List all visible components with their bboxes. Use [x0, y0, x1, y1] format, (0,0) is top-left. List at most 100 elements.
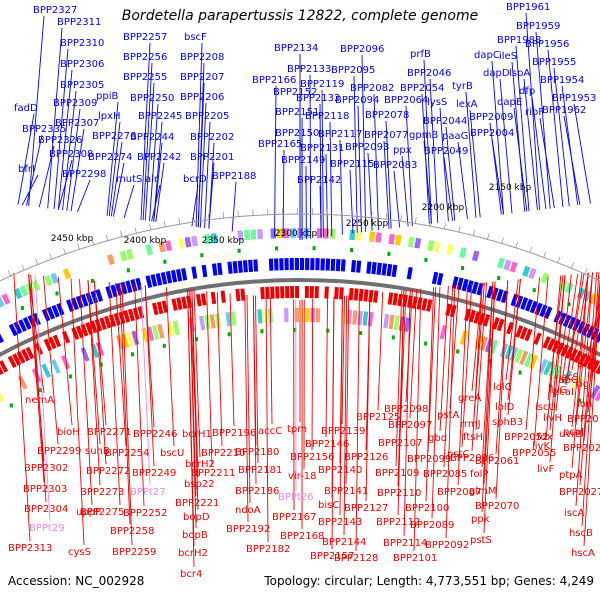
reverse-gene-arrow — [99, 317, 107, 330]
rna-tick — [275, 246, 279, 251]
cog-band-forward — [497, 257, 506, 269]
rna-tick — [195, 337, 199, 342]
cog-band-forward — [355, 230, 362, 241]
gene-label-bpp2097: BPP2097 — [388, 420, 432, 431]
gene-label-ftsh: ftsH — [463, 432, 483, 443]
rna-tick — [548, 383, 552, 388]
cog-band-reverse — [357, 310, 363, 326]
reverse-gene-arrow — [515, 325, 524, 338]
reverse-gene-leader — [252, 295, 257, 485]
gene-label-bpp2132: BPP2132 — [296, 93, 340, 104]
forward-gene-leader — [282, 149, 285, 238]
forward-gene-leader — [373, 93, 379, 231]
forward-gene-arrow — [406, 266, 413, 280]
gene-label-bpp2095: BPP2095 — [331, 65, 375, 76]
cog-band-forward — [522, 265, 531, 277]
cog-band-forward — [427, 240, 435, 251]
forward-gene-arrow — [386, 263, 393, 277]
accession-label: Accession: NC_002928 — [8, 574, 145, 588]
gene-label-tpm: tpm — [287, 424, 307, 435]
forward-gene-leader — [401, 155, 409, 227]
forward-gene-leader — [361, 54, 367, 232]
ruler-tick — [487, 233, 490, 240]
forward-gene-leader — [457, 141, 468, 219]
reverse-gene-leader — [583, 277, 600, 442]
gene-label-bpp2054: BPP2054 — [400, 83, 444, 94]
reverse-gene-leader — [471, 282, 483, 392]
gene-label-bpp2308: BPP2308 — [49, 149, 93, 160]
reverse-gene-arrow — [542, 336, 551, 349]
reverse-gene-leader — [461, 283, 473, 448]
gene-label-uvrb: uvrB — [559, 429, 582, 440]
forward-gene-arrow — [211, 263, 218, 276]
forward-gene-leader — [21, 174, 39, 206]
rna-tick — [424, 341, 428, 346]
gene-label-bpp1954: BPP1954 — [540, 75, 584, 86]
forward-gene-leader — [561, 85, 579, 206]
feature-rings — [0, 228, 600, 408]
cog-band-reverse — [315, 308, 321, 323]
forward-gene-arrow — [515, 295, 524, 309]
forward-gene-arrow — [18, 319, 27, 332]
reverse-gene-leader — [28, 274, 45, 483]
gene-label-bpp2139: BPP2139 — [321, 426, 365, 437]
forward-gene-leader — [469, 109, 481, 218]
forward-gene-arrow — [80, 294, 89, 307]
forward-gene-arrow — [471, 281, 479, 295]
gene-label-dfp: dfp — [519, 86, 535, 97]
gene-label-bpp2089: BPP2089 — [410, 520, 454, 531]
ruler-tick — [557, 256, 561, 263]
reverse-gene-leader — [425, 287, 435, 502]
rna-tick — [456, 349, 460, 354]
gene-label-livk: livK — [532, 441, 550, 452]
cog-band-reverse — [60, 354, 71, 370]
gene-label-bpp2246: BPP2246 — [133, 429, 177, 440]
cog-band-reverse — [262, 308, 268, 324]
reverse-gene-leader — [483, 281, 496, 534]
cog-band-forward — [31, 280, 41, 292]
gene-label-bpp2274: BPP2274 — [88, 152, 132, 163]
reverse-gene-arrow — [186, 295, 193, 309]
forward-gene-leader — [491, 138, 504, 215]
reverse-gene-arrow — [358, 288, 364, 302]
forward-gene-leader — [513, 107, 528, 212]
forward-gene-leader — [511, 61, 526, 212]
reverse-gene-leader — [255, 295, 259, 464]
cog-band-reverse — [528, 354, 539, 370]
gene-label-cyss: cysS — [68, 547, 91, 558]
forward-gene-arrow — [56, 302, 65, 316]
reverse-gene-arrow — [127, 308, 135, 322]
backbone-ring — [0, 277, 600, 357]
forward-gene-arrow — [160, 271, 168, 285]
reverse-gene-leader — [265, 296, 269, 543]
gene-label-dapc: dapC — [474, 50, 500, 61]
cog-band-reverse — [519, 350, 529, 366]
gene-label-glmm: glmM — [469, 486, 497, 497]
cog-band-reverse — [305, 308, 310, 323]
cog-band-forward — [126, 248, 134, 260]
ruler-tick — [385, 213, 388, 220]
rna-tick — [162, 343, 166, 348]
forward-gene-arrow — [248, 259, 254, 273]
ruler-label: 2250 kbp — [346, 219, 389, 229]
cog-band-reverse — [121, 333, 130, 349]
forward-gene-leader — [151, 184, 161, 222]
forward-gene-arrow — [165, 270, 173, 284]
gene-label-nema: nemA — [25, 395, 54, 406]
forward-gene-leader — [525, 12, 541, 210]
reverse-gene-leader — [495, 280, 509, 500]
gene-label-bpp2119: BPP2119 — [300, 79, 344, 90]
forward-gene-arrow — [51, 304, 60, 318]
gene-label-bpp1962: BPP1962 — [542, 105, 586, 116]
gene-label-bpp2087: BPP2087 — [437, 487, 481, 498]
ruler-tick — [529, 246, 533, 253]
gene-label-bpp2181: BPP2181 — [238, 465, 282, 476]
forward-gene-leader — [339, 139, 343, 235]
gene-label-dapd: dapD — [483, 68, 510, 79]
gene-label-livh: livH — [543, 413, 562, 424]
gene-label-bpp2167: BPP2167 — [272, 512, 316, 523]
reverse-gene-leader — [507, 279, 521, 416]
gene-label-bpp2134: BPP2134 — [274, 43, 318, 54]
forward-gene-leader — [38, 145, 55, 208]
gene-label-bpp2044: BPP2044 — [423, 116, 467, 127]
